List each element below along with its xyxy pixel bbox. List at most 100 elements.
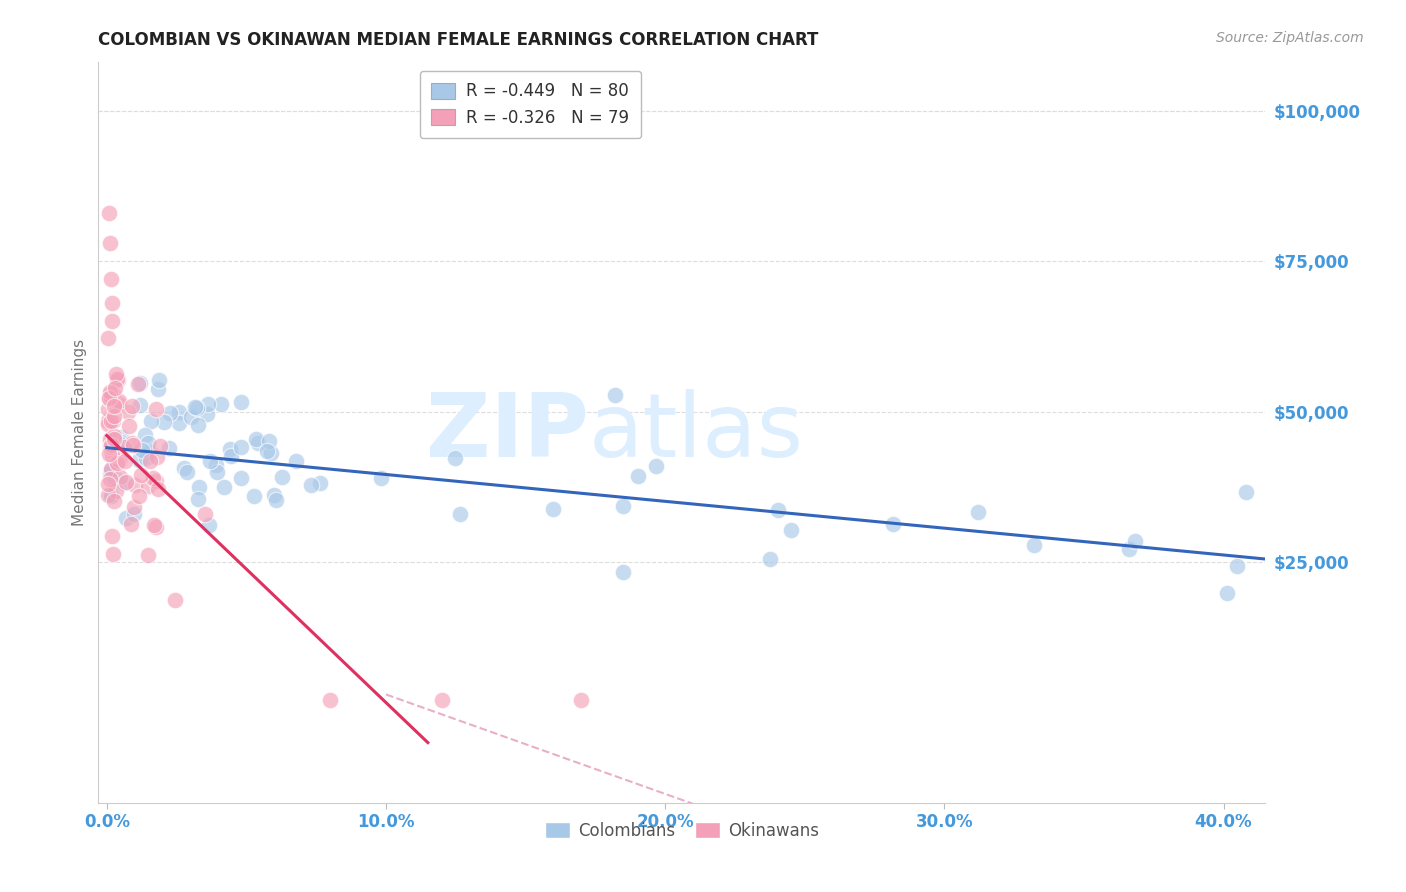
Point [100, 413, 122, 427]
Point [204, 458, 226, 472]
Point [612, 565, 634, 579]
Point [98, 466, 121, 480]
Point [270, 470, 292, 484]
Point [260, 446, 283, 460]
Point [149, 439, 172, 453]
Point [187, 417, 209, 432]
Point [134, 428, 156, 442]
Point [100, 272, 122, 286]
Point [104, 399, 127, 413]
Point [103, 387, 125, 401]
Point [159, 407, 181, 421]
Point [627, 468, 650, 483]
Point [299, 477, 322, 491]
Legend: Colombians, Okinawans: Colombians, Okinawans [538, 815, 825, 847]
Point [645, 458, 668, 473]
Point [118, 419, 141, 434]
Point [104, 484, 127, 499]
Point [101, 296, 124, 310]
Point [758, 552, 780, 566]
Point [100, 463, 122, 477]
Y-axis label: Median Female Earnings: Median Female Earnings [72, 339, 87, 526]
Point [145, 520, 167, 534]
Point [183, 400, 205, 414]
Point [98, 440, 121, 454]
Point [131, 442, 153, 457]
Point [146, 450, 169, 464]
Point [152, 415, 174, 429]
Point [108, 397, 131, 411]
Point [967, 504, 990, 518]
Point [98, 387, 121, 401]
Point [104, 471, 127, 485]
Point [98, 411, 121, 425]
Point [219, 449, 242, 463]
Point [212, 480, 235, 494]
Point [103, 399, 125, 413]
Point [605, 388, 627, 402]
Point [107, 373, 129, 387]
Point [173, 460, 195, 475]
Point [141, 415, 163, 429]
Point [285, 453, 308, 467]
Point [97, 331, 120, 345]
Point [1234, 485, 1257, 500]
Point [100, 489, 122, 503]
Point [98, 206, 121, 220]
Point [163, 592, 186, 607]
Point [145, 402, 167, 417]
Point [127, 377, 149, 392]
Point [97, 402, 120, 417]
Point [101, 448, 124, 462]
Point [145, 474, 167, 488]
Point [120, 517, 142, 532]
Point [209, 397, 232, 411]
Point [129, 376, 152, 391]
Point [105, 372, 128, 386]
Point [110, 430, 132, 444]
Point [245, 432, 267, 446]
Point [97, 392, 120, 407]
Point [105, 456, 128, 470]
Point [443, 451, 465, 466]
Point [103, 428, 125, 442]
Point [101, 529, 124, 543]
Text: atlas: atlas [589, 389, 804, 476]
Point [100, 438, 122, 452]
Point [103, 394, 125, 409]
Point [612, 499, 634, 513]
Point [131, 468, 153, 483]
Point [229, 440, 252, 454]
Point [103, 409, 125, 424]
Point [148, 373, 170, 387]
Point [198, 518, 221, 533]
Point [186, 401, 208, 415]
Point [229, 471, 252, 485]
Point [319, 693, 342, 707]
Point [146, 382, 169, 396]
Point [110, 435, 132, 450]
Point [1216, 586, 1239, 600]
Point [122, 500, 145, 515]
Point [882, 516, 904, 531]
Point [97, 417, 120, 431]
Point [138, 548, 160, 562]
Point [136, 435, 159, 450]
Point [129, 399, 152, 413]
Point [108, 453, 131, 467]
Point [263, 488, 285, 502]
Point [193, 507, 215, 521]
Point [121, 399, 143, 413]
Point [167, 417, 190, 431]
Text: Source: ZipAtlas.com: Source: ZipAtlas.com [1216, 31, 1364, 45]
Point [98, 391, 121, 405]
Point [97, 414, 120, 428]
Point [136, 479, 159, 493]
Point [205, 465, 228, 479]
Point [142, 471, 165, 485]
Point [122, 507, 145, 521]
Point [103, 433, 125, 447]
Point [98, 235, 121, 250]
Point [180, 410, 202, 425]
Point [97, 477, 120, 491]
